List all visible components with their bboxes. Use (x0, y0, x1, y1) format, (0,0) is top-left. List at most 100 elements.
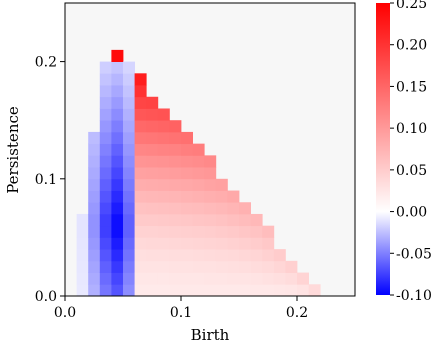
x-tick-label: 0.0 (54, 305, 76, 321)
heatmap-cell (146, 108, 159, 121)
heatmap-cell (169, 178, 182, 191)
heatmap-cell (146, 249, 159, 262)
heatmap-cell (169, 131, 182, 145)
heatmap-cell (99, 249, 112, 262)
heatmap-cell (123, 178, 135, 191)
heatmap-cell (99, 167, 112, 180)
heatmap-cell (215, 178, 228, 191)
heatmap-cell (146, 237, 159, 250)
heatmap-cell (146, 260, 159, 273)
heatmap-cell (157, 167, 170, 180)
heatmap-cell (146, 96, 159, 109)
heatmap-cell (192, 225, 205, 238)
heatmap-cell (227, 237, 240, 250)
heatmap-cell (157, 202, 170, 215)
y-axis-label: Persistence (4, 106, 22, 194)
heatmap-cell (273, 249, 286, 262)
heatmap-cell (134, 237, 147, 250)
heatmap-cell (134, 178, 147, 191)
heatmap-cell (134, 284, 147, 297)
heatmap-cell (192, 272, 205, 285)
heatmap-cell (157, 237, 170, 250)
heatmap-cell (169, 249, 182, 262)
heatmap-cell (204, 225, 217, 238)
heatmap-cell (146, 272, 159, 285)
heatmap-cell (227, 249, 240, 262)
heatmap-cell (157, 178, 170, 191)
heatmap-cell (169, 143, 182, 156)
heatmap-cell (146, 131, 159, 145)
heatmap-cell (111, 108, 124, 121)
heatmap-cell (123, 143, 135, 156)
heatmap-cell (76, 225, 89, 238)
heatmap-cell (76, 284, 89, 297)
heatmap-cell (181, 213, 193, 227)
heatmap-cell (157, 108, 170, 121)
heatmap-cell (239, 272, 251, 285)
heatmap-cell (123, 61, 135, 74)
heatmap-cell (181, 178, 193, 191)
heatmap-cell (204, 202, 217, 215)
heatmap-cell (169, 260, 182, 273)
heatmap-cell (88, 178, 101, 191)
heatmap-cell (123, 96, 135, 109)
heatmap-cell (99, 108, 112, 121)
heatmap-cell (215, 284, 228, 297)
colorbar-tick-label: 0.00 (396, 205, 427, 221)
colorbar-tick-label: -0.10 (396, 288, 432, 304)
heatmap-cell (111, 120, 124, 133)
heatmap-cell (297, 272, 309, 285)
heatmap-cell (297, 284, 309, 297)
heatmap-cell (123, 237, 135, 250)
heatmap-cell (123, 284, 135, 297)
colorbar-tick-label: 0.10 (396, 121, 427, 137)
heatmap-cell (99, 272, 112, 285)
heatmap-cell (204, 260, 217, 273)
heatmap-cell (308, 284, 321, 297)
heatmap-cell (88, 202, 101, 215)
heatmap-cell (227, 190, 240, 203)
heatmap-cell (99, 120, 112, 133)
heatmap-cell (99, 284, 112, 297)
heatmap-cell (134, 131, 147, 145)
heatmap-cell (204, 272, 217, 285)
heatmap-cell (239, 249, 251, 262)
heatmap-cell (262, 237, 275, 250)
heatmap-cell (239, 237, 251, 250)
colorbar: 0.25 0.20 0.15 0.10 0.05 0.00 -0.05 -0.10 (376, 0, 432, 304)
heatmap-cell (111, 213, 124, 227)
heatmap-cell (123, 213, 135, 227)
heatmap-cell (181, 260, 193, 273)
heatmap-cell (181, 272, 193, 285)
heatmap-cell (181, 225, 193, 238)
heatmap-cell (76, 249, 89, 262)
heatmap-cell (215, 213, 228, 227)
heatmap-cell (111, 202, 124, 215)
heatmap-cell (76, 237, 89, 250)
heatmap-cell (250, 213, 263, 227)
heatmap-cell (192, 213, 205, 227)
heatmap-cell (157, 284, 170, 297)
heatmap-cell (204, 284, 217, 297)
heatmap-cell (134, 260, 147, 273)
heatmap-cell (262, 260, 275, 273)
heatmap-cell (76, 272, 89, 285)
heatmap-cell (157, 131, 170, 145)
main-plot: 0.0 0.1 0.2 0.0 0.1 0.2 Birth Persistence (4, 2, 356, 344)
heatmap-cell (88, 143, 101, 156)
heatmap-cell (123, 272, 135, 285)
heatmap-cell (215, 190, 228, 203)
heatmap-cell (157, 260, 170, 273)
heatmap-cell (169, 272, 182, 285)
heatmap-cell (250, 260, 263, 273)
heatmap-cell (169, 167, 182, 180)
heatmap-cell (134, 108, 147, 121)
heatmap-cell (181, 155, 193, 168)
heatmap-cell (88, 249, 101, 262)
heatmap-cell (111, 155, 124, 168)
heatmap-cell (111, 272, 124, 285)
heatmap-cell (146, 284, 159, 297)
heatmap-cell (181, 237, 193, 250)
heatmap-cell (111, 225, 124, 238)
heatmap-cell (169, 213, 182, 227)
